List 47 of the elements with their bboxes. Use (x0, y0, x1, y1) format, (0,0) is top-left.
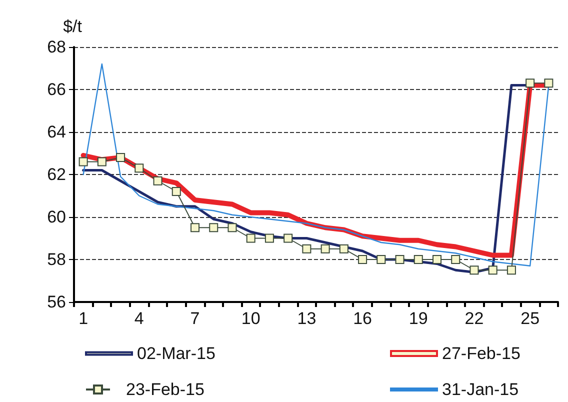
legend-label: 27-Feb-15 (442, 344, 520, 363)
legend-label: 02-Mar-15 (137, 344, 216, 363)
point (78, 157, 88, 166)
point (302, 244, 312, 254)
point (339, 244, 348, 254)
y-tick-label: 60 (47, 208, 66, 226)
point (488, 266, 498, 275)
point (172, 187, 181, 196)
y-tick-label: 68 (47, 38, 66, 56)
point (116, 153, 126, 162)
point (134, 164, 144, 173)
point (153, 176, 162, 186)
legend-label: 23-Feb-15 (126, 380, 204, 399)
x-tick-label: 25 (520, 309, 540, 328)
point (264, 234, 274, 243)
point (376, 255, 386, 264)
x-tick-label: 7 (190, 309, 200, 328)
point (320, 244, 330, 254)
y-tick-label: 62 (47, 165, 66, 184)
y-tick-label: 56 (47, 292, 66, 312)
x-tick-label: 22 (464, 309, 484, 328)
point (526, 78, 535, 88)
x-tick-label: 1 (78, 309, 88, 328)
point (544, 78, 554, 88)
point (506, 266, 516, 275)
point (451, 255, 460, 264)
point (358, 255, 368, 264)
y-axis-title: $/t (63, 17, 82, 36)
x-tick-label: 10 (241, 309, 260, 328)
x-tick-label: 13 (297, 309, 316, 328)
point (284, 234, 293, 243)
y-tick-label: 64 (47, 122, 66, 142)
point (209, 223, 218, 232)
x-tick-label: 4 (134, 309, 144, 328)
point (414, 255, 423, 264)
point (470, 266, 479, 275)
y-tick-label: 58 (47, 250, 66, 269)
point (97, 157, 106, 166)
point (432, 255, 442, 264)
point (190, 223, 200, 232)
legend-label: 31-Jan-15 (442, 380, 519, 399)
x-tick-label: 19 (408, 309, 428, 328)
point (246, 234, 256, 243)
x-tick-label: 16 (353, 309, 372, 328)
point (395, 255, 404, 264)
y-tick-label: 66 (47, 80, 66, 99)
point (228, 223, 237, 232)
